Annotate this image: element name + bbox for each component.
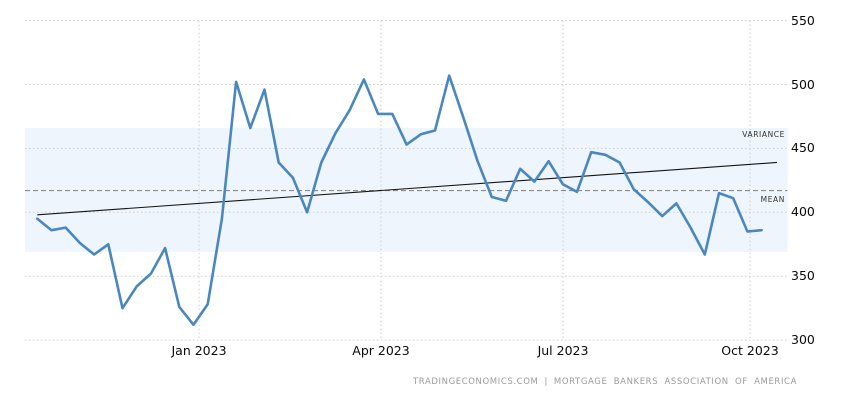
y-tick-label: 450 bbox=[791, 140, 815, 156]
trend-line bbox=[37, 161, 778, 216]
mean-line-label: MEAN bbox=[760, 195, 785, 204]
y-tick-label: 350 bbox=[791, 268, 815, 284]
y-tick-label: 500 bbox=[791, 76, 815, 92]
y-tick-label: 550 bbox=[791, 12, 815, 28]
x-tick-label: Apr 2023 bbox=[352, 343, 410, 358]
y-tick-label: 300 bbox=[791, 332, 815, 348]
footer-separator: | bbox=[544, 377, 548, 387]
x-tick-label: Jul 2023 bbox=[537, 343, 589, 358]
variance-band bbox=[25, 127, 788, 252]
source-label: TRADINGECONOMICS.COM bbox=[413, 377, 539, 387]
attribution-label: MORTGAGE BANKERS ASSOCIATION OF AMERICA bbox=[553, 377, 797, 387]
data-series-line bbox=[35, 74, 763, 327]
x-tick-label: Oct 2023 bbox=[721, 343, 779, 358]
footer-attribution: TRADINGECONOMICS.COM | MORTGAGE BANKERS AS… bbox=[413, 377, 797, 387]
y-tick-label: 400 bbox=[791, 204, 815, 220]
variance-band-label: VARIANCE bbox=[742, 130, 785, 139]
x-tick-label: Jan 2023 bbox=[171, 343, 227, 358]
